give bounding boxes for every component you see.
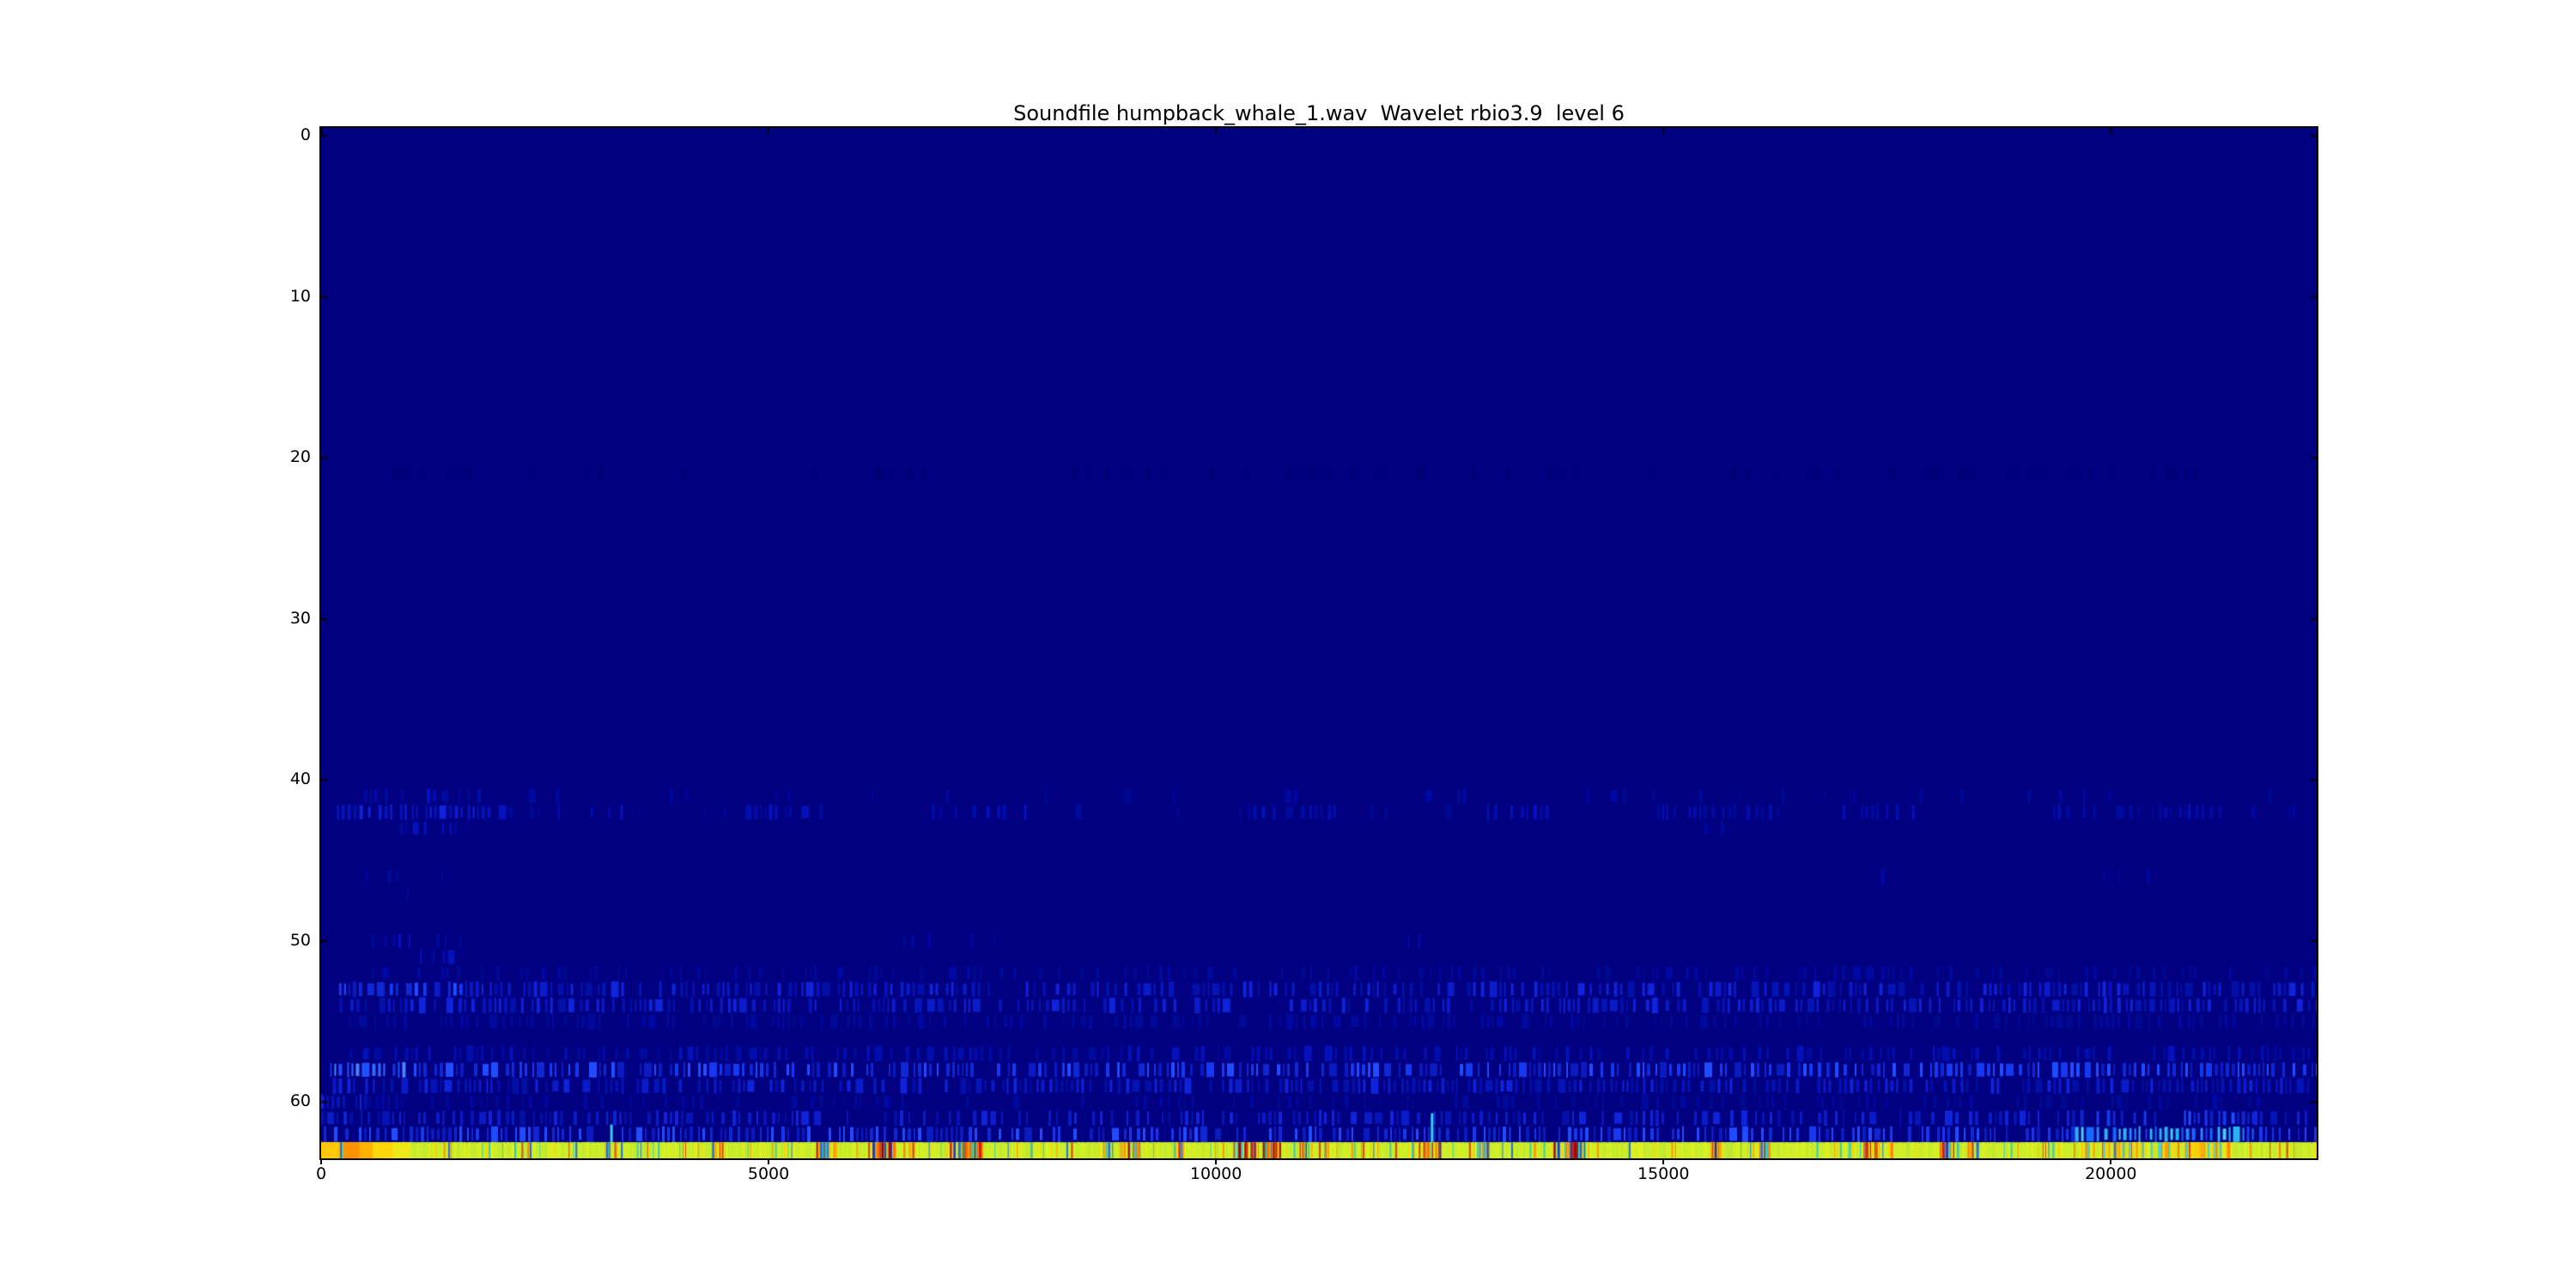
y-tick-label: 30 bbox=[289, 608, 311, 628]
scalogram-canvas bbox=[321, 128, 2317, 1158]
x-tick-label: 20000 bbox=[2085, 1164, 2137, 1183]
y-tick-label: 60 bbox=[289, 1091, 311, 1111]
x-tick-label: 5000 bbox=[747, 1164, 790, 1183]
x-tick-mark bbox=[1662, 1158, 1665, 1164]
plot-area bbox=[319, 126, 2318, 1160]
x-tick-label: 15000 bbox=[1637, 1164, 1690, 1183]
y-tick-label: 10 bbox=[289, 286, 311, 306]
chart-title: Soundfile humpback_whale_1.wav Wavelet r… bbox=[1013, 101, 1625, 125]
y-tick-label: 50 bbox=[289, 930, 311, 950]
x-tick-mark bbox=[768, 1158, 770, 1164]
x-tick-label: 10000 bbox=[1189, 1164, 1242, 1183]
y-tick-label: 20 bbox=[289, 447, 311, 467]
y-tick-label: 40 bbox=[289, 769, 311, 789]
x-tick-mark bbox=[1215, 1158, 1218, 1164]
x-tick-label: 0 bbox=[315, 1164, 327, 1183]
y-tick-label: 0 bbox=[300, 125, 311, 145]
x-tick-mark bbox=[320, 1158, 322, 1164]
x-tick-mark bbox=[2110, 1158, 2112, 1164]
